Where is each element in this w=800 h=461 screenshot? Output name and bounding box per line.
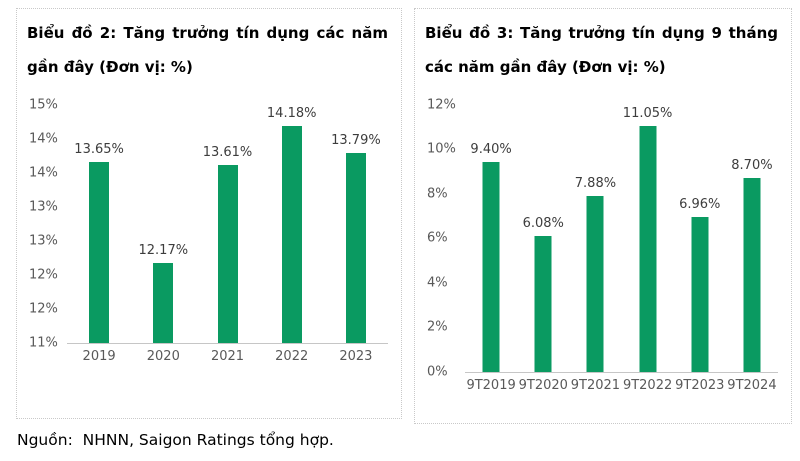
plot-area: 13.65% 12.17% 13.61% 14.18% 13.79% <box>67 105 388 344</box>
x-tick-label: 9T2024 <box>727 377 777 393</box>
bar <box>534 236 552 372</box>
plot-column: 9.40% 6.08% 7.88% 11.05% 6.96% 8.70% 9T2019 9T… <box>465 105 778 393</box>
bar-value-label: 8.70% <box>731 157 773 173</box>
bar <box>691 216 709 372</box>
y-tick-label: 14% <box>29 165 58 180</box>
chart-body: 12% 10% 8% 6% 4% 2% 0% 9.40% 6.08% 7.88% 11.05% 6.… <box>425 97 778 393</box>
y-axis: 12% 10% 8% 6% 4% 2% 0% <box>425 97 465 379</box>
y-tick-label: 12% <box>29 267 58 282</box>
source-note: Nguồn: NHNN, Saigon Ratings tổng hợp. <box>17 431 334 449</box>
x-tick-label: 2021 <box>210 348 245 364</box>
x-tick-label: 9T2019 <box>466 377 516 393</box>
y-tick-label: 4% <box>427 275 448 290</box>
y-tick-label: 8% <box>427 186 448 201</box>
y-axis: 15% 14% 14% 13% 13% 12% 12% 11% <box>27 97 67 350</box>
chart-body: 15% 14% 14% 13% 13% 12% 12% 11% 13.65% 12.17% 13.… <box>27 97 388 364</box>
x-tick-label: 2023 <box>339 348 373 364</box>
bar-value-label: 9.40% <box>470 142 512 158</box>
bar-column: 8.70% <box>726 105 778 372</box>
x-tick-label: 9T2022 <box>622 377 673 393</box>
bar-value-label: 14.18% <box>266 106 317 122</box>
bar <box>345 152 366 343</box>
bar <box>639 125 657 372</box>
bar-column: 12.17% <box>131 105 195 343</box>
plot-column: 13.65% 12.17% 13.61% 14.18% 13.79% 2019 2020 2… <box>67 105 388 364</box>
y-tick-label: 12% <box>29 301 58 316</box>
bar-value-label: 13.79% <box>331 132 381 148</box>
y-tick-label: 2% <box>427 319 448 335</box>
plot-area: 9.40% 6.08% 7.88% 11.05% 6.96% 8.70% <box>465 105 778 373</box>
y-tick-label: 13% <box>29 199 58 214</box>
y-tick-label: 14% <box>29 131 58 146</box>
x-tick-label: 9T2021 <box>570 377 621 393</box>
category-axis: 2019 2020 2021 2022 2023 <box>67 344 388 364</box>
bar <box>89 162 110 343</box>
charts-row: Biểu đồ 2: Tăng trưởng tín dụng các năm … <box>16 8 792 424</box>
bar-column: 13.61% <box>195 105 259 343</box>
bar <box>482 162 500 372</box>
bar-column: 6.08% <box>517 105 569 372</box>
x-tick-label: 2022 <box>275 348 309 364</box>
chart-title: Biểu đồ 2: Tăng trưởng tín dụng các năm … <box>27 24 388 76</box>
chart-title: Biểu đồ 3: Tăng trưởng tín dụng 9 tháng … <box>425 24 778 76</box>
bar-value-label: 11.05% <box>622 105 673 121</box>
chart-panel-credit-growth-yearly: Biểu đồ 2: Tăng trưởng tín dụng các năm … <box>16 8 402 419</box>
bar <box>743 177 761 372</box>
y-tick-label: 13% <box>29 233 58 248</box>
bar <box>281 126 302 343</box>
bar-value-label: 12.17% <box>138 242 189 258</box>
y-tick-label: 15% <box>29 97 58 112</box>
category-axis: 9T2019 9T2020 9T2021 9T2022 9T2023 9T2024 <box>465 373 778 393</box>
bar-value-label: 13.61% <box>202 145 253 161</box>
bar-column: 14.18% <box>260 105 324 343</box>
chart-panel-credit-growth-9months: Biểu đồ 3: Tăng trưởng tín dụng 9 tháng … <box>414 8 792 424</box>
y-tick-label: 10% <box>427 141 456 157</box>
bar-column: 6.96% <box>674 105 726 372</box>
bar <box>217 165 238 343</box>
bar-column: 13.65% <box>67 105 131 343</box>
bar-column: 13.79% <box>324 105 388 343</box>
bar-value-label: 7.88% <box>574 176 617 192</box>
y-tick-label: 6% <box>427 230 448 246</box>
x-tick-label: 2019 <box>82 348 116 364</box>
y-tick-label: 11% <box>29 335 58 350</box>
y-tick-label: 12% <box>427 97 456 112</box>
bar-value-label: 13.65% <box>74 142 124 158</box>
x-tick-label: 9T2023 <box>675 377 725 393</box>
bar-column: 7.88% <box>569 105 621 372</box>
x-tick-label: 2020 <box>146 348 180 364</box>
x-tick-label: 9T2020 <box>518 377 568 393</box>
bar-value-label: 6.96% <box>679 196 721 212</box>
bar-column: 11.05% <box>622 105 674 372</box>
y-tick-label: 0% <box>427 364 448 379</box>
bar-value-label: 6.08% <box>522 216 564 232</box>
bar <box>153 262 174 343</box>
bar-column: 9.40% <box>465 105 517 372</box>
bar <box>586 196 604 372</box>
